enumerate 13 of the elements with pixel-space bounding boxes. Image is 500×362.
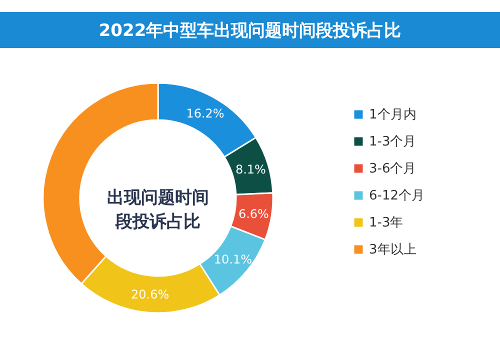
chart-title: 2022年中型车出现问题时间段投诉占比 [0, 12, 500, 48]
data-label: 20.6% [131, 288, 170, 302]
data-label: 8.1% [235, 162, 266, 176]
data-label: 10.1% [214, 252, 252, 267]
text: 出现问题时间段投诉占比 [107, 188, 209, 232]
legend-label: 3年以上 [369, 242, 416, 258]
legend-label: 1-3个月 [369, 134, 416, 150]
data-label: 6.6% [238, 206, 269, 221]
legend-label: 1个月内 [369, 108, 416, 122]
legend-label: 3-6个月 [369, 162, 416, 176]
data-label: 16.2% [186, 106, 224, 120]
legend-label: 6-12个月 [369, 188, 425, 204]
legend-label: 1-3年 [369, 216, 404, 230]
